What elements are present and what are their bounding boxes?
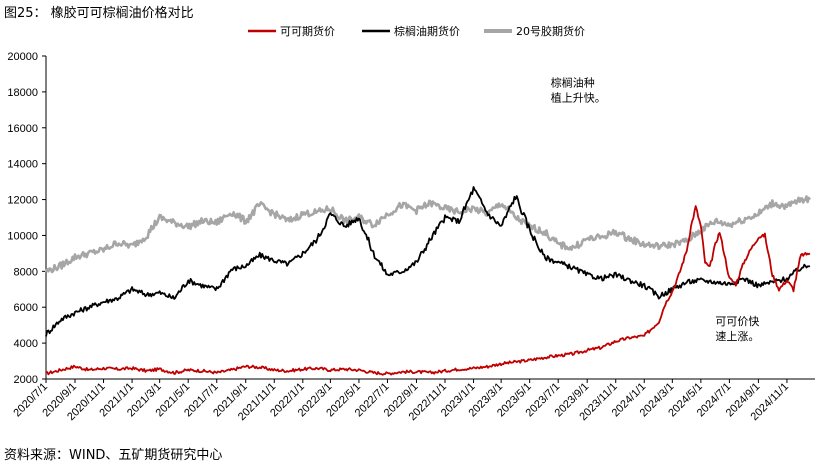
- y-tick-label: 2000: [14, 374, 38, 386]
- annotation-text: 可可价快: [715, 315, 759, 328]
- y-tick-label: 12000: [7, 195, 38, 207]
- annotation-text: 棕榈油种: [551, 76, 595, 90]
- annotation-text: 植上升快。: [551, 91, 606, 105]
- legend: 可可期货价 棕榈油期货价 20号胶期货价: [248, 24, 585, 38]
- y-tick-label: 10000: [7, 230, 38, 242]
- legend-label-0: 可可期货价: [280, 24, 335, 38]
- legend-label-1: 棕榈油期货价: [394, 24, 460, 38]
- y-tick-label: 20000: [7, 51, 38, 63]
- plot-area: 2000 4000 6000 8000 10000 12000 14000 16000 1800…: [7, 51, 815, 423]
- legend-label-2: 20号胶期货价: [516, 24, 585, 38]
- series-line-2: [44, 195, 811, 274]
- y-tick-label: 14000: [7, 159, 38, 171]
- y-tick-label: 16000: [7, 123, 38, 135]
- figure-title: 图25： 橡胶可可棕榈油价格对比: [4, 6, 194, 21]
- annotation-text: 速上涨。: [715, 330, 759, 343]
- series-line-0: [45, 205, 811, 376]
- y-tick-label: 4000: [14, 338, 38, 350]
- y-tick-label: 6000: [14, 302, 38, 314]
- y-tick-label: 8000: [14, 266, 38, 278]
- series-line-1: [45, 186, 811, 337]
- figure-source: 资料来源：WIND、五矿期货研究中心: [4, 448, 223, 463]
- y-tick-label: 18000: [7, 87, 38, 99]
